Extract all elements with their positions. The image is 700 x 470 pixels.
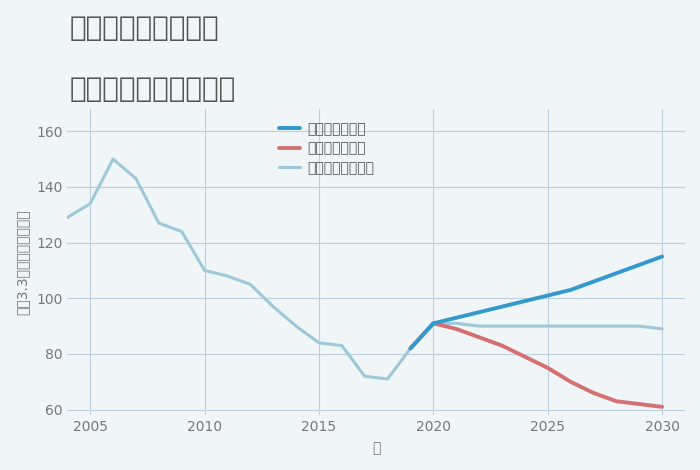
バッドシナリオ [498, 343, 506, 348]
バッドシナリオ [406, 345, 414, 351]
グッドシナリオ [635, 262, 643, 268]
X-axis label: 年: 年 [372, 441, 380, 455]
ノーマルシナリオ [200, 267, 209, 273]
バッドシナリオ [612, 399, 621, 404]
バッドシナリオ [566, 379, 575, 384]
バッドシナリオ [635, 401, 643, 407]
ノーマルシナリオ [612, 323, 621, 329]
Text: 兵庫県姫路市白国の: 兵庫県姫路市白国の [70, 14, 220, 42]
ノーマルシナリオ [384, 376, 392, 382]
ノーマルシナリオ [406, 345, 414, 351]
グッドシナリオ [521, 298, 529, 304]
ノーマルシナリオ [658, 326, 666, 332]
ノーマルシナリオ [475, 323, 483, 329]
ノーマルシナリオ [269, 304, 277, 309]
ノーマルシナリオ [223, 273, 232, 279]
ノーマルシナリオ [86, 201, 94, 206]
グッドシナリオ [406, 345, 414, 351]
バッドシナリオ [543, 365, 552, 371]
ノーマルシナリオ [178, 229, 186, 235]
グッドシナリオ [566, 287, 575, 293]
グッドシナリオ [658, 254, 666, 259]
ノーマルシナリオ [543, 323, 552, 329]
バッドシナリオ [475, 335, 483, 340]
グッドシナリオ [452, 315, 461, 321]
ノーマルシナリオ [521, 323, 529, 329]
グッドシナリオ [589, 279, 598, 284]
ノーマルシナリオ [429, 321, 438, 326]
バッドシナリオ [589, 390, 598, 396]
バッドシナリオ [658, 404, 666, 410]
ノーマルシナリオ [589, 323, 598, 329]
バッドシナリオ [452, 326, 461, 332]
Line: バッドシナリオ: バッドシナリオ [410, 323, 662, 407]
Legend: グッドシナリオ, バッドシナリオ, ノーマルシナリオ: グッドシナリオ, バッドシナリオ, ノーマルシナリオ [279, 122, 374, 175]
ノーマルシナリオ [360, 373, 369, 379]
ノーマルシナリオ [452, 321, 461, 326]
ノーマルシナリオ [109, 157, 118, 162]
Y-axis label: 坪（3.3㎡）単価（万円）: 坪（3.3㎡）単価（万円） [15, 209, 29, 315]
ノーマルシナリオ [566, 323, 575, 329]
ノーマルシナリオ [63, 215, 71, 220]
Line: グッドシナリオ: グッドシナリオ [410, 257, 662, 348]
グッドシナリオ [498, 304, 506, 309]
ノーマルシナリオ [132, 176, 140, 181]
グッドシナリオ [543, 293, 552, 298]
ノーマルシナリオ [635, 323, 643, 329]
グッドシナリオ [475, 309, 483, 315]
ノーマルシナリオ [315, 340, 323, 345]
Text: 中古戸建ての価格推移: 中古戸建ての価格推移 [70, 75, 237, 103]
ノーマルシナリオ [155, 220, 163, 226]
バッドシナリオ [429, 321, 438, 326]
バッドシナリオ [521, 354, 529, 360]
ノーマルシナリオ [292, 323, 300, 329]
ノーマルシナリオ [498, 323, 506, 329]
ノーマルシナリオ [246, 282, 255, 287]
グッドシナリオ [429, 321, 438, 326]
グッドシナリオ [612, 270, 621, 276]
ノーマルシナリオ [337, 343, 346, 348]
Line: ノーマルシナリオ: ノーマルシナリオ [67, 159, 662, 379]
